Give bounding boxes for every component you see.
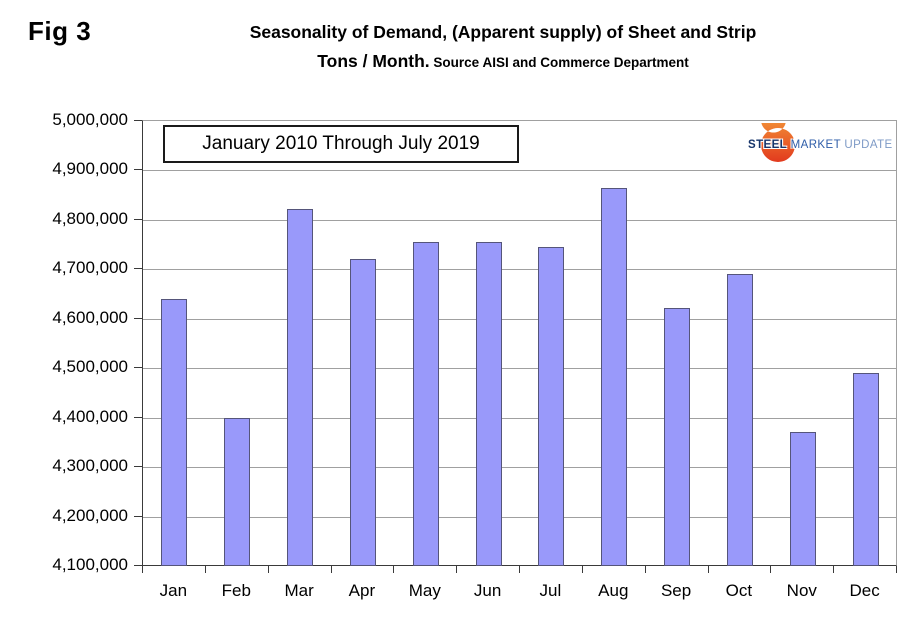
y-axis-label: 4,200,000 xyxy=(52,505,128,525)
x-axis-tick xyxy=(707,566,709,573)
gridline xyxy=(143,318,896,320)
x-axis-tick xyxy=(330,566,332,573)
x-axis-tick xyxy=(393,566,395,573)
gridline xyxy=(143,368,896,370)
chart-title-line2-main: Tons / Month. xyxy=(317,51,430,71)
gridline xyxy=(143,219,896,221)
y-axis-label: 4,300,000 xyxy=(52,456,128,476)
y-axis-tick xyxy=(134,565,142,566)
chart-title-line1: Seasonality of Demand, (Apparent supply)… xyxy=(249,22,757,42)
y-axis-tick xyxy=(134,218,142,220)
y-axis-tick xyxy=(134,515,142,517)
plot-area xyxy=(142,120,897,567)
gridline xyxy=(143,467,896,469)
y-axis-label: 4,400,000 xyxy=(52,406,128,426)
x-axis-tick xyxy=(770,566,772,573)
x-axis-label-nov: Nov xyxy=(786,581,817,600)
x-axis-tick xyxy=(896,566,897,573)
smu-logo-update: UPDATE xyxy=(844,139,893,151)
x-axis-label-aug: Aug xyxy=(598,581,629,600)
bar-jul xyxy=(538,246,565,566)
chart-title-source: Source AISI and Commerce Department xyxy=(429,55,689,70)
bar-may xyxy=(412,241,439,566)
smu-logo-text: STEEL MARKET UPDATE xyxy=(748,139,893,151)
x-axis-tick xyxy=(581,566,583,573)
y-axis-label: 4,600,000 xyxy=(52,307,128,327)
x-axis-label-may: May xyxy=(408,581,441,600)
smu-logo-market: MARKET xyxy=(790,139,841,151)
x-axis-tick xyxy=(833,566,835,573)
smu-logo-swoosh-icon xyxy=(760,123,795,162)
x-axis-label-sep: Sep xyxy=(660,581,692,600)
y-axis-tick xyxy=(134,466,142,468)
y-axis-label: 4,800,000 xyxy=(52,208,128,228)
x-axis-label-dec: Dec xyxy=(849,581,880,600)
y-axis-tick xyxy=(134,367,142,369)
x-axis-label-apr: Apr xyxy=(348,581,376,600)
x-axis-tick xyxy=(204,566,206,573)
smu-logo-steel: STEEL xyxy=(748,139,788,151)
x-axis-tick xyxy=(142,566,143,573)
bar-jun xyxy=(475,242,502,566)
x-axis-tick xyxy=(519,566,520,573)
x-axis-label-jul: Jul xyxy=(539,581,562,600)
bar-sep xyxy=(664,307,691,566)
bar-oct xyxy=(726,274,753,566)
legend-caption: January 2010 Through July 2019 xyxy=(202,133,480,154)
bar-jan xyxy=(161,299,188,566)
bar-aug xyxy=(601,187,628,567)
x-axis-tick xyxy=(456,566,458,573)
smu-logo: STEEL MARKET UPDATE xyxy=(740,122,892,168)
y-axis-tick xyxy=(134,268,142,270)
x-axis-tick xyxy=(267,566,269,573)
bar-feb xyxy=(224,417,251,566)
x-axis-label-oct: Oct xyxy=(725,581,753,600)
chart-title-block: Seasonality of Demand, (Apparent supply)… xyxy=(96,22,910,72)
y-axis-label: 4,500,000 xyxy=(52,357,128,377)
y-axis-tick xyxy=(134,169,142,171)
bar-dec xyxy=(852,373,879,566)
y-axis-label: 4,100,000 xyxy=(52,555,128,574)
legend-box: January 2010 Through July 2019 xyxy=(163,125,519,163)
y-axis-label: 4,700,000 xyxy=(52,258,128,278)
chart-title-line2: Tons / Month. Source AISI and Commerce D… xyxy=(96,51,910,72)
x-axis-tick xyxy=(644,566,646,573)
gridline xyxy=(143,170,896,172)
bar-nov xyxy=(789,431,816,566)
gridline xyxy=(143,516,896,518)
gridline xyxy=(143,417,896,419)
y-axis-label: 5,000,000 xyxy=(52,110,128,129)
y-axis-tick xyxy=(134,416,142,418)
y-axis-label: 4,900,000 xyxy=(52,159,128,179)
y-axis-tick xyxy=(134,120,142,121)
bar-mar xyxy=(287,209,314,566)
figure-label: Fig 3 xyxy=(28,16,92,46)
x-axis-label-mar: Mar xyxy=(284,581,314,600)
x-axis-label-feb: Feb xyxy=(221,581,251,600)
gridline xyxy=(143,269,896,271)
x-axis-label-jan: Jan xyxy=(159,581,188,600)
y-axis-tick xyxy=(134,317,142,319)
bar-apr xyxy=(349,258,376,566)
x-axis-label-jun: Jun xyxy=(473,581,502,600)
